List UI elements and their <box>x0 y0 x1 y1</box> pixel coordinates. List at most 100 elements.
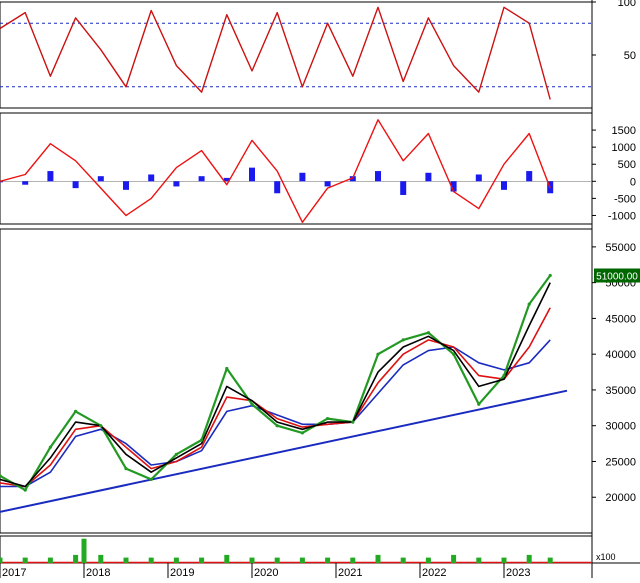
volume-bar <box>199 557 205 563</box>
price-trendline <box>0 389 568 513</box>
price-axis-tick-label: 25000 <box>605 456 636 468</box>
macd-axis-tick-label: 1500 <box>612 125 636 137</box>
volume-bar <box>547 557 553 563</box>
stochastic-axis-tick-label: 50 <box>624 50 636 62</box>
price-axis-tick-label: 45000 <box>605 313 636 325</box>
price-axis-tick-label: 55000 <box>605 242 636 254</box>
macd-axis-tick-label: 1000 <box>612 142 636 154</box>
volume-bar <box>400 557 406 563</box>
price-point <box>48 445 53 449</box>
price-point <box>502 374 506 378</box>
chart-marks <box>0 6 592 564</box>
volume-bar <box>501 557 507 563</box>
x-axis-tick-label: 2023 <box>506 567 530 578</box>
price-point <box>527 302 531 306</box>
macd-histogram-bar <box>173 181 180 187</box>
macd-axis-tick-label: -500 <box>614 193 636 205</box>
macd-histogram-bar <box>249 167 255 182</box>
moving-average-fast-line <box>0 282 551 488</box>
stochastic-axis-tick-label: 100 <box>618 0 636 9</box>
macd-histogram-bar <box>526 171 533 182</box>
price-point <box>74 409 78 413</box>
volume-bar <box>274 557 280 563</box>
price-axis-tick-label: 40000 <box>605 349 636 361</box>
volume-bar <box>22 557 28 563</box>
price-point <box>124 467 128 471</box>
price-point <box>351 420 355 424</box>
stochastic-line <box>0 6 551 100</box>
macd-axis-tick-label: -1000 <box>608 210 636 222</box>
macd-histogram-bar <box>349 176 356 182</box>
x-axis-tick-label: 2022 <box>422 567 446 578</box>
price-point <box>149 477 153 481</box>
price-point <box>99 424 103 428</box>
volume-bar <box>81 538 87 563</box>
price-point <box>376 352 380 356</box>
volume-bar <box>224 554 230 563</box>
macd-histogram-bar <box>123 181 129 190</box>
macd-axis-tick-label: 0 <box>630 176 636 188</box>
price-point <box>23 488 27 492</box>
macd-histogram-bar <box>450 181 457 192</box>
price-point <box>401 338 405 342</box>
x-axis-tick-label: 2020 <box>254 567 278 578</box>
x-axis-tick-label: 2021 <box>338 567 362 578</box>
macd-histogram-bar <box>400 181 407 195</box>
price-point <box>300 431 304 435</box>
price-point <box>452 352 456 356</box>
price-point <box>250 402 254 406</box>
volume-bar <box>249 557 255 563</box>
macd-axis-tick-label: 500 <box>618 159 636 171</box>
x-axis-tick-label: 2018 <box>86 567 110 578</box>
price-point <box>477 402 481 406</box>
volume-bar <box>98 554 104 563</box>
volume-bar <box>173 557 179 563</box>
macd-histogram-bar <box>97 176 104 182</box>
last-price-badge <box>594 268 640 283</box>
macd-histogram-bar <box>375 171 381 182</box>
macd-histogram-bar <box>148 174 155 182</box>
volume-bar <box>350 557 356 563</box>
macd-histogram-bar <box>22 181 29 185</box>
macd-histogram-bar <box>501 181 507 190</box>
volume-bar <box>123 557 129 563</box>
volume-bar <box>425 557 431 563</box>
macd-histogram-bar <box>72 181 79 189</box>
macd-histogram-bar <box>223 177 230 182</box>
price-point <box>174 452 178 456</box>
price-axis-tick-label: 35000 <box>605 385 636 397</box>
price-axis-tick-label: 20000 <box>605 492 636 504</box>
price-point <box>326 416 330 421</box>
volume-multiplier-label: x100 <box>596 552 616 562</box>
macd-histogram-bar <box>475 174 482 182</box>
x-axis-tick-label: 2019 <box>170 567 194 578</box>
volume-bar <box>325 557 331 563</box>
price-point <box>200 438 204 442</box>
moving-average-mid-line <box>0 307 551 488</box>
volume-bar <box>526 554 532 563</box>
x-axis-tick-label: 2017 <box>2 567 26 578</box>
volume-bar <box>476 557 482 563</box>
macd-histogram-bar <box>47 171 54 182</box>
price-point <box>0 474 2 478</box>
volume-bar <box>451 554 457 563</box>
volume-bar <box>0 557 3 563</box>
price-point <box>275 424 279 428</box>
moving-average-slow-line <box>0 339 551 488</box>
price-point <box>225 366 229 371</box>
volume-bar <box>73 554 79 563</box>
macd-histogram-bar <box>425 172 432 182</box>
price-point <box>548 273 552 278</box>
macd-histogram-bar <box>299 172 306 182</box>
price-point <box>426 331 430 335</box>
macd-line <box>0 119 551 223</box>
macd-histogram-bar <box>324 181 331 187</box>
macd-histogram-bar <box>0 181 3 183</box>
macd-histogram-bar <box>198 176 205 182</box>
price-axis-tick-label: 30000 <box>605 421 636 433</box>
volume-bar <box>299 557 305 563</box>
